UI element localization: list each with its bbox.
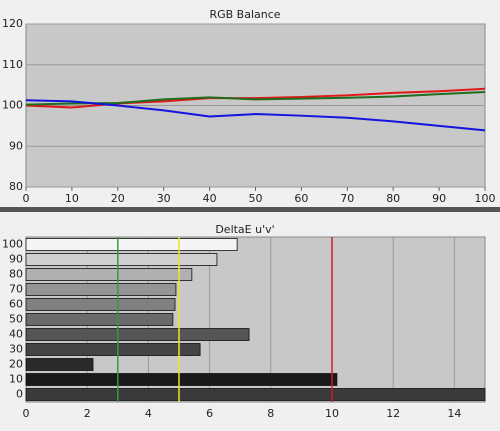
bar <box>25 328 250 341</box>
y-tick-label: 0 <box>16 388 23 401</box>
bar <box>25 253 218 266</box>
bar <box>25 358 94 371</box>
bar <box>25 283 177 296</box>
y-tick-label: 60 <box>9 298 23 311</box>
x-tick-label: 2 <box>84 407 91 420</box>
bar <box>25 268 193 281</box>
y-tick-label: 100 <box>2 238 23 251</box>
y-tick-label: 110 <box>2 58 23 71</box>
x-tick-label: 10 <box>325 407 339 420</box>
bar <box>25 298 176 311</box>
bar <box>25 238 238 251</box>
y-tick-label: 100 <box>2 99 23 112</box>
x-tick-label: 8 <box>267 407 274 420</box>
x-tick-label: 40 <box>203 192 217 205</box>
x-tick-label: 10 <box>65 192 79 205</box>
y-tick-label: 10 <box>9 373 23 386</box>
chart-title: RGB Balance <box>209 8 280 21</box>
y-tick-label: 80 <box>9 268 23 281</box>
y-tick-label: 20 <box>9 358 23 371</box>
x-tick-label: 100 <box>475 192 496 205</box>
separator <box>0 207 500 212</box>
bar <box>25 388 486 401</box>
y-tick-label: 90 <box>9 253 23 266</box>
x-tick-label: 6 <box>206 407 213 420</box>
y-tick-label: 40 <box>9 328 23 341</box>
x-tick-label: 80 <box>386 192 400 205</box>
y-tick-label: 120 <box>2 17 23 30</box>
x-tick-label: 50 <box>249 192 263 205</box>
y-tick-label: 50 <box>9 313 23 326</box>
series-line <box>25 99 486 132</box>
y-tick-label: 70 <box>9 283 23 296</box>
bar <box>25 343 201 356</box>
x-tick-label: 0 <box>23 192 30 205</box>
x-tick-label: 12 <box>386 407 400 420</box>
x-tick-label: 14 <box>447 407 461 420</box>
x-tick-label: 90 <box>432 192 446 205</box>
y-tick-label: 30 <box>9 343 23 356</box>
bar <box>25 373 338 386</box>
x-tick-label: 60 <box>294 192 308 205</box>
x-tick-label: 4 <box>145 407 152 420</box>
y-tick-label: 80 <box>9 180 23 193</box>
y-tick-label: 90 <box>9 139 23 152</box>
chart-title: DeltaE u'v' <box>215 223 274 236</box>
x-tick-label: 0 <box>23 407 30 420</box>
x-tick-label: 70 <box>340 192 354 205</box>
x-tick-label: 20 <box>111 192 125 205</box>
bar <box>25 313 174 326</box>
x-tick-label: 30 <box>157 192 171 205</box>
